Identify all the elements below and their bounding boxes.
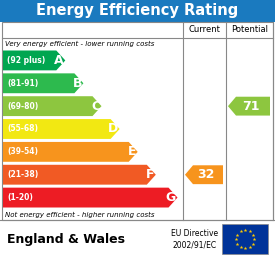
Polygon shape (3, 142, 138, 162)
Text: A: A (54, 54, 64, 67)
Text: (21-38): (21-38) (7, 170, 38, 179)
Text: Current: Current (189, 26, 221, 35)
Text: 71: 71 (242, 100, 260, 113)
Polygon shape (228, 97, 270, 116)
Text: (81-91): (81-91) (7, 79, 38, 88)
Text: (92 plus): (92 plus) (7, 56, 45, 65)
Text: 32: 32 (197, 168, 215, 181)
Text: C: C (91, 100, 100, 113)
Text: Very energy efficient - lower running costs: Very energy efficient - lower running co… (5, 41, 154, 46)
Bar (2, 22, 273, 220)
Text: (69-80): (69-80) (7, 102, 38, 111)
Bar (0, 0, 275, 22)
Polygon shape (3, 73, 83, 93)
Text: B: B (72, 77, 82, 90)
Text: (55-68): (55-68) (7, 125, 38, 133)
Polygon shape (3, 51, 65, 70)
Text: EU Directive
2002/91/EC: EU Directive 2002/91/EC (171, 229, 219, 249)
Text: England & Wales: England & Wales (7, 232, 125, 246)
Text: F: F (146, 168, 154, 181)
Polygon shape (3, 119, 120, 139)
Text: Potential: Potential (231, 26, 268, 35)
Text: (1-20): (1-20) (7, 193, 33, 202)
Polygon shape (3, 165, 156, 185)
Text: G: G (166, 191, 176, 204)
Text: D: D (108, 123, 118, 135)
Text: E: E (128, 145, 136, 158)
Text: (39-54): (39-54) (7, 147, 38, 156)
Text: Not energy efficient - higher running costs: Not energy efficient - higher running co… (5, 212, 155, 217)
Polygon shape (185, 165, 223, 184)
Text: Energy Efficiency Rating: Energy Efficiency Rating (36, 4, 239, 19)
Polygon shape (3, 188, 178, 207)
Bar (222, 224, 268, 254)
Polygon shape (3, 96, 101, 116)
